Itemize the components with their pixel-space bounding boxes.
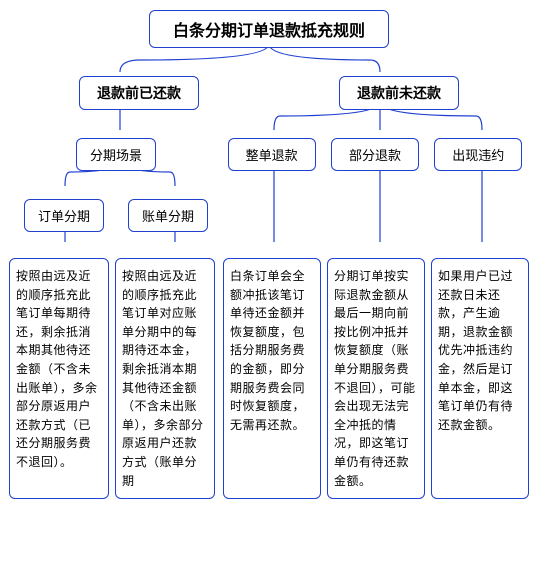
level2-row: 退款前已还款 退款前未还款	[10, 76, 528, 110]
leaf-full-refund: 白条订单会全额冲抵该笔订单待还金额并恢复额度，包括分期服务费的金额，即分期服务费…	[223, 258, 321, 499]
node-unpaid: 退款前未还款	[339, 76, 459, 110]
root-node: 白条分期订单退款抵充规则	[149, 10, 389, 48]
leaf-partial-refund: 分期订单按实际退款金额从最后一期向前按比例冲抵并恢复额度（账单分期服务费不退回）…	[327, 258, 425, 499]
node-scenario: 分期场景	[76, 138, 156, 171]
node-order-installment: 订单分期	[24, 199, 104, 232]
leaf-bill-installment: 按照由远及近的顺序抵充此笔订单对应账单分期中的每期待还本金，剩余抵消本期其他待还…	[115, 258, 215, 499]
level4-row: 订单分期 账单分期	[10, 199, 528, 232]
node-bill-installment: 账单分期	[128, 199, 208, 232]
node-paid: 退款前已还款	[79, 76, 199, 110]
node-full-refund: 整单退款	[228, 138, 316, 171]
leaf-row: 按照由远及近的顺序抵充此笔订单每期待还，剩余抵消本期其他待还金额（不含未出账单）…	[10, 202, 528, 499]
level3-row: 分期场景 整单退款 部分退款 出现违约	[10, 138, 528, 171]
leaf-order-installment: 按照由远及近的顺序抵充此笔订单每期待还，剩余抵消本期其他待还金额（不含未出账单）…	[9, 258, 109, 499]
node-partial-refund: 部分退款	[331, 138, 419, 171]
node-default: 出现违约	[434, 138, 522, 171]
tree-diagram: 白条分期订单退款抵充规则 退款前已还款 退款前未还款 分期场景 整单退款 部分退…	[10, 10, 528, 499]
leaf-default: 如果用户已过还款日未还款，产生逾期，退款金额优先冲抵违约金，然后是订单本金，即这…	[431, 258, 529, 499]
